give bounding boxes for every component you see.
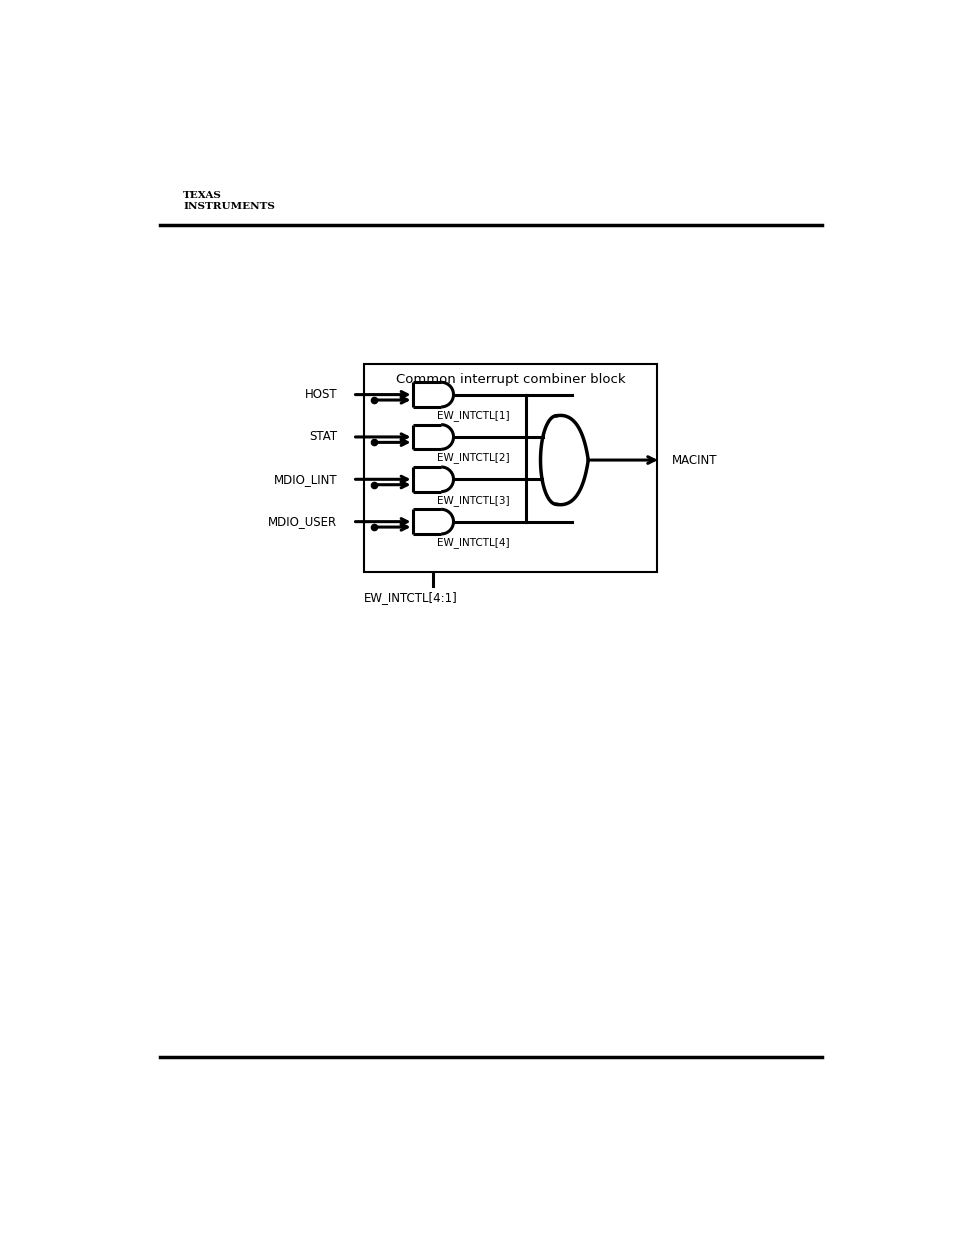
Text: STAT: STAT [309,431,336,443]
Text: MDIO_LINT: MDIO_LINT [274,473,336,485]
Text: HOST: HOST [304,388,336,401]
Text: Common interrupt combiner block: Common interrupt combiner block [395,373,624,387]
Text: EW_INTCTL[4:1]: EW_INTCTL[4:1] [363,592,456,604]
Text: EW_INTCTL[4]: EW_INTCTL[4] [436,537,510,548]
Text: EW_INTCTL[3]: EW_INTCTL[3] [436,495,510,505]
Text: EW_INTCTL[1]: EW_INTCTL[1] [436,410,510,421]
Text: MDIO_USER: MDIO_USER [268,515,336,529]
Text: TEXAS
INSTRUMENTS: TEXAS INSTRUMENTS [183,190,274,211]
Bar [364,364,656,572]
Text: EW_INTCTL[2]: EW_INTCTL[2] [436,452,510,463]
Text: MACINT: MACINT [672,453,717,467]
